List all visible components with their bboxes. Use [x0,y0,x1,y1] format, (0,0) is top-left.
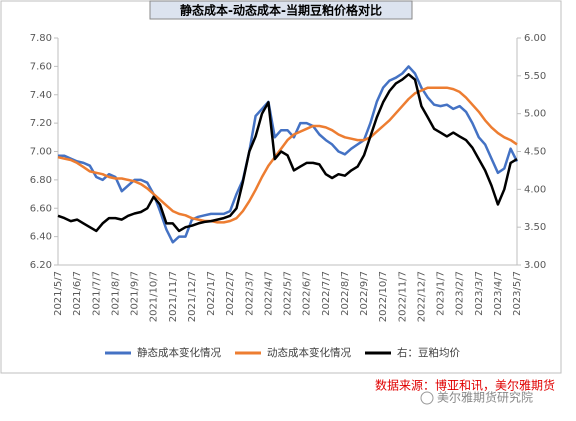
y-tick-label: 6.20 [30,260,52,271]
y2-tick-label: 3.00 [524,260,546,271]
y-tick-label: 7.00 [30,147,52,158]
title-box [149,0,413,20]
legend-label: 静态成本变化情况 [137,346,221,359]
watermark: 美尔雅期货研究院 [437,390,533,405]
y-tick-label: 6.60 [30,203,52,214]
x-tick-label: 2022/2/7 [225,271,236,316]
y2-tick-label: 6.00 [524,33,546,44]
x-tick-label: 2021/6/7 [72,271,83,316]
source-note: 数据来源：博亚和讯，美尔雅期货 [375,378,555,393]
y-tick-label: 7.60 [30,61,52,72]
x-tick-label: 2021/11/7 [168,271,179,322]
x-tick-label: 2023/4/7 [493,271,504,316]
x-tick-label: 2022/3/7 [244,271,255,316]
x-tick-label: 2022/9/7 [359,271,370,316]
y-tick-label: 6.40 [30,232,52,243]
y2-tick-label: 5.50 [524,71,546,82]
x-tick-label: 2022/5/7 [283,271,294,316]
x-tick-label: 2022/8/7 [340,271,351,316]
wechat-icon [420,391,434,405]
x-tick-label: 2022/4/7 [263,271,274,316]
x-tick-label: 2022/6/7 [302,271,313,316]
legend-label: 动态成本变化情况 [267,346,351,359]
y-tick-label: 7.20 [30,118,52,129]
x-tick-label: 2021/8/7 [110,271,121,316]
x-tick-label: 2021/10/7 [149,271,160,322]
x-tick-label: 2022/10/7 [378,271,389,322]
y-tick-label: 7.40 [30,90,52,101]
x-tick-label: 2022/12/7 [416,271,427,322]
x-tick-label: 2022/1/7 [206,271,217,316]
series-line [58,65,519,244]
y2-tick-label: 4.00 [524,184,546,195]
chart-frame [0,0,562,374]
x-tick-label: 2023/1/7 [436,271,447,316]
chart-title: 静态成本-动态成本-当期豆粕价格对比 [180,3,382,18]
series-line [57,73,518,233]
x-tick-label: 2021/9/7 [130,271,141,316]
x-tick-label: 2023/2/7 [455,271,466,316]
series-line [57,86,518,224]
legend-label: 右：豆粕均价 [397,346,460,359]
y2-tick-label: 4.50 [524,147,546,158]
x-tick-label: 2022/11/7 [397,271,408,322]
y-tick-label: 7.80 [30,33,52,44]
x-tick-label: 2021/12/7 [187,271,198,322]
x-tick-label: 2022/7/7 [321,271,332,316]
x-tick-label: 2021/5/7 [53,271,64,316]
y2-tick-label: 5.00 [524,109,546,120]
y-tick-label: 6.80 [30,175,52,186]
y2-tick-label: 3.50 [524,222,546,233]
x-tick-label: 2023/5/7 [512,271,523,316]
x-tick-label: 2023/3/7 [474,271,485,316]
x-tick-label: 2021/7/7 [91,271,102,316]
